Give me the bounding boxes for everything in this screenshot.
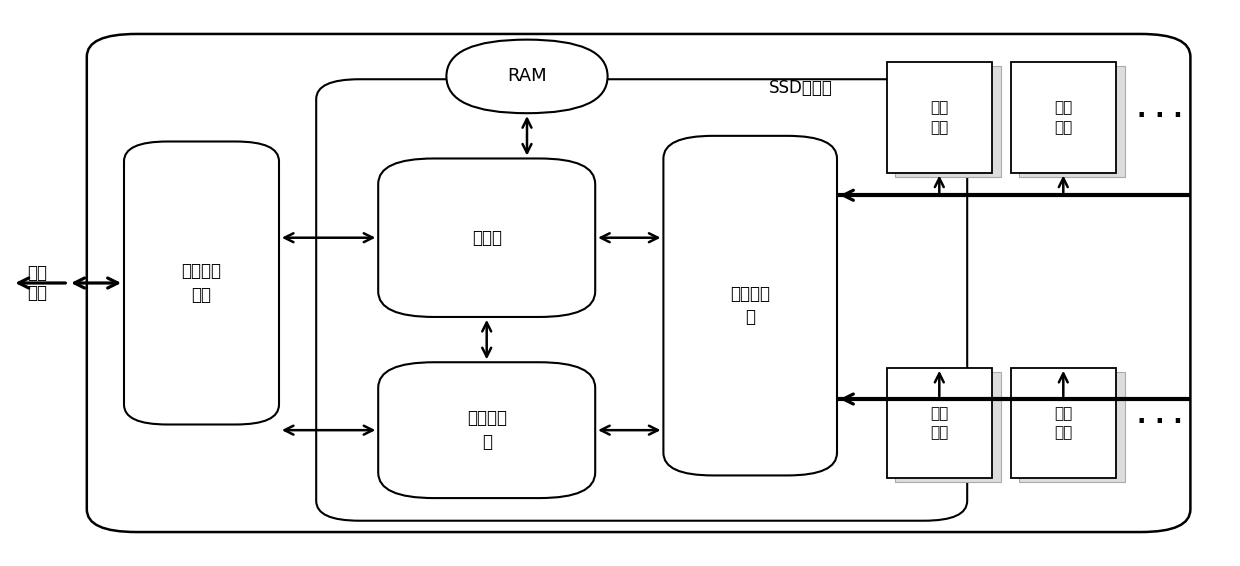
FancyBboxPatch shape (316, 79, 967, 521)
Bar (1019, 372, 1125, 482)
Text: 缓存控制
器: 缓存控制 器 (466, 409, 507, 451)
Text: 闪存控制
器: 闪存控制 器 (730, 285, 770, 327)
Text: · · ·: · · · (1137, 410, 1182, 434)
Bar (895, 372, 1001, 482)
Text: RAM: RAM (507, 67, 547, 85)
Text: 闪存
芯片: 闪存 芯片 (1054, 406, 1073, 440)
Text: SSD控制器: SSD控制器 (769, 79, 833, 97)
Bar (1011, 368, 1116, 478)
Text: 闪存
芯片: 闪存 芯片 (930, 100, 949, 135)
Bar (1019, 66, 1125, 177)
FancyBboxPatch shape (663, 136, 837, 475)
Bar (887, 62, 992, 173)
Bar (895, 66, 1001, 177)
FancyBboxPatch shape (446, 40, 608, 113)
Text: 处理器: 处理器 (471, 229, 502, 247)
Bar (1011, 62, 1116, 173)
FancyBboxPatch shape (378, 362, 595, 498)
Text: 接口控制
逻辑: 接口控制 逻辑 (181, 262, 222, 304)
FancyBboxPatch shape (124, 142, 279, 424)
Bar (887, 368, 992, 478)
Text: 闪存
芯片: 闪存 芯片 (930, 406, 949, 440)
Text: · · ·: · · · (1137, 104, 1182, 128)
Text: 闪存
芯片: 闪存 芯片 (1054, 100, 1073, 135)
Text: 主机
接口: 主机 接口 (27, 264, 47, 302)
FancyBboxPatch shape (378, 158, 595, 317)
FancyBboxPatch shape (87, 34, 1190, 532)
